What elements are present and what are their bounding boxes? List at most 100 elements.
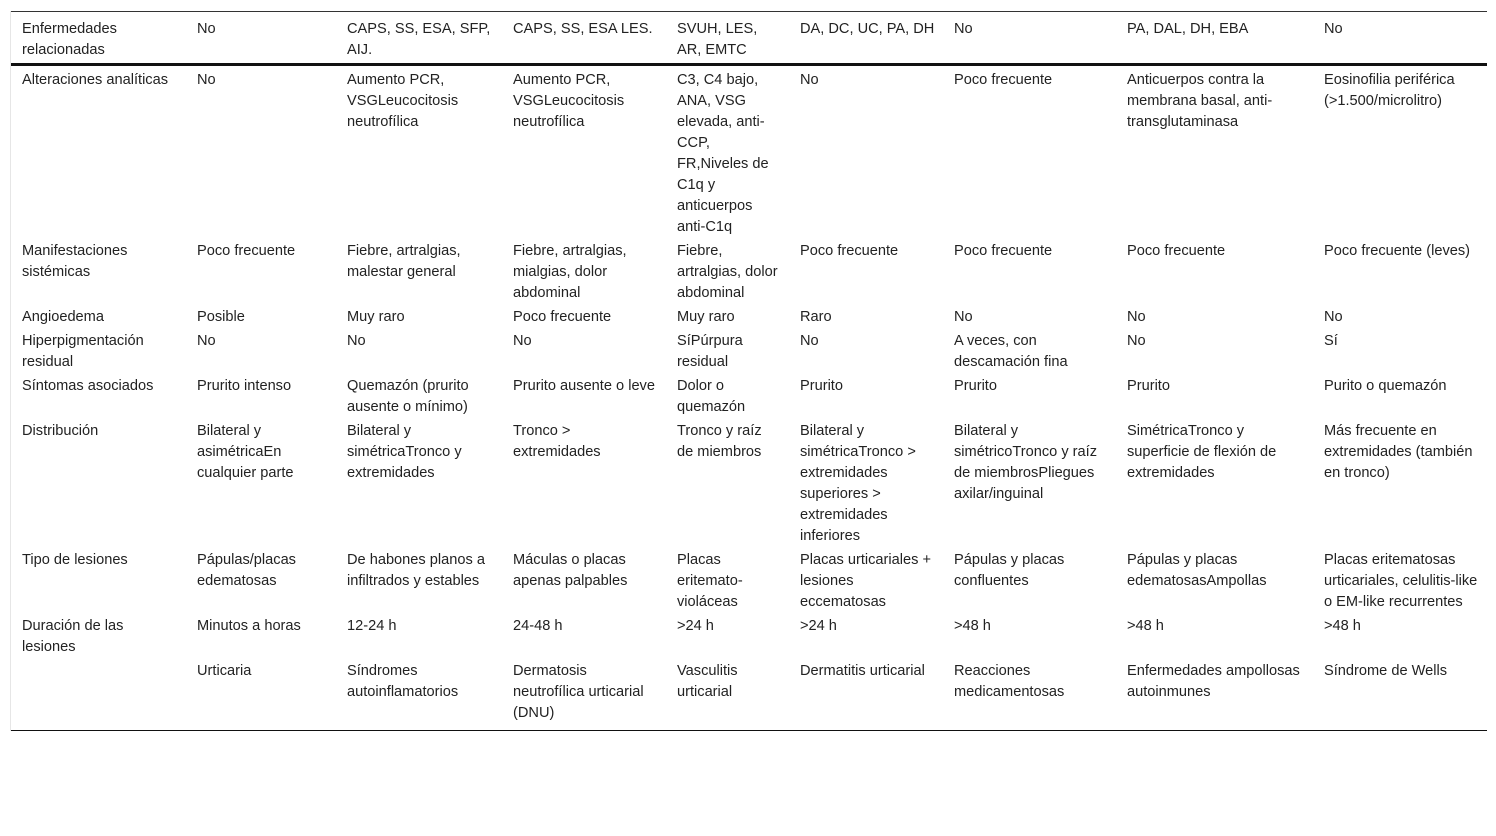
table-cell: Poco frecuente [954,72,1053,88]
table-cell: Enfermedades ampollosas autoinmunes [1127,663,1300,700]
table-cell: SimétricaTronco y superficie de flexión … [1127,423,1277,481]
table-cell: No [800,333,819,349]
table-cell: CAPS, SS, ESA, SFP, AIJ. [336,11,502,66]
table-cell: Síndromes autoinflamatorios [347,663,459,700]
table-cell: A veces, con descamación fina [954,333,1068,370]
table-cell: Prurito ausente o leve [513,378,655,394]
table-cell: No [1127,333,1146,349]
table-cell: No [1127,309,1146,325]
table-cell: Dolor o quemazón [677,378,746,415]
table-cell: Pápulas y placas confluentes [954,552,1065,589]
table-cell: Prurito [1127,378,1170,394]
comparison-table: Enfermedades relacionadas No CAPS, SS, ESA… [11,11,1487,731]
table-cell: Fiebre, artralgias, malestar general [347,243,461,280]
row-label-cell: Síntomas asociados [22,378,154,394]
table-cell: Dermatosis neutrofílica urticarial (DNU) [513,663,644,721]
table-cell: PA, DAL, DH, EBA [1116,11,1313,66]
table-cell: Placas eritemato-violáceas [677,552,743,610]
table-cell: >48 h [954,618,991,634]
table-cell: Prurito [954,378,997,394]
table-cell: Muy raro [347,309,405,325]
comparison-table-container: Enfermedades relacionadas No CAPS, SS, ESA… [10,11,1487,731]
row-label-cell [11,659,186,731]
table-cell: No [197,333,216,349]
table-cell: No [197,72,216,88]
table-cell: Dermatitis urticarial [800,663,925,679]
table-cell: Poco frecuente [197,243,296,259]
table-row: Angioedema Posible Muy raro Poco frecuente M… [11,305,1487,329]
table-cell: Fiebre, artralgias, dolor abdominal [677,243,778,301]
table-cell: Síndrome de Wells [1324,663,1448,679]
table-cell: Poco frecuente (leves) [1324,243,1471,259]
table-cell: No [800,72,819,88]
row-label-cell: Hiperpigmentación residual [22,333,144,370]
row-label-cell: Duración de las lesiones [22,618,124,655]
table-cell: Máculas o placas apenas palpables [513,552,628,589]
table-cell: Poco frecuente [954,243,1053,259]
table-row: Manifestaciones sistémicas Poco frecuente… [11,239,1487,305]
row-label-cell: Alteraciones analíticas [22,72,169,88]
table-cell: DA, DC, UC, PA, DH [789,11,943,66]
table-cell: Más frecuente en extremidades (también e… [1324,423,1473,481]
table-cell: No [1313,11,1487,66]
table-cell: >48 h [1127,618,1164,634]
table-cell: Urticaria [197,663,252,679]
table-cell: Muy raro [677,309,735,325]
table-row: Urticaria Síndromes autoinflamatorios Derm… [11,659,1487,731]
table-cell: Poco frecuente [800,243,899,259]
table-cell: Reacciones medicamentosas [954,663,1065,700]
table-cell: Poco frecuente [513,309,612,325]
row-label-cell: Tipo de lesiones [22,552,128,568]
table-cell: 24-48 h [513,618,563,634]
table-cell: Pápulas/placas edematosas [197,552,296,589]
table-cell: Vasculitis urticarial [677,663,738,700]
row-label-cell: Distribución [22,423,99,439]
table-cell: Tronco y raíz de miembros [677,423,762,460]
table-cell: No [1324,309,1343,325]
table-cell: Poco frecuente [1127,243,1226,259]
table-cell: No [513,333,532,349]
table-cell: Sí [1324,333,1338,349]
row-label-cell: Manifestaciones sistémicas [22,243,128,280]
table-cell: Aumento PCR, VSGLeucocitosis neutrofílic… [347,72,459,130]
table-cell: Tronco > extremidades [513,423,601,460]
table-cell: CAPS, SS, ESA LES. [502,11,666,66]
table-cell: 12-24 h [347,618,397,634]
table-cell: Placas eritematosas urticariales, celuli… [1324,552,1478,610]
table-row: Enfermedades relacionadas No CAPS, SS, ESA… [11,11,1487,66]
table-cell: Bilateral y simétricoTronco y raíz de mi… [954,423,1097,502]
table-cell: No [954,309,973,325]
table-cell: Aumento PCR, VSGLeucocitosis neutrofílic… [513,72,625,130]
table-cell: Bilateral y asimétricaEn cualquier parte [197,423,294,481]
table-cell: De habones planos a infiltrados y establ… [347,552,485,589]
table-cell: Bilateral y simétricaTronco y extremidad… [347,423,462,481]
table-cell: Pápulas y placas edematosasAmpollas [1127,552,1267,589]
table-row: Hiperpigmentación residual No No No SíPúrpur… [11,329,1487,374]
table-cell: Minutos a horas [197,618,301,634]
table-row: Alteraciones analíticas No Aumento PCR, VS… [11,65,1487,240]
table-cell: >24 h [800,618,837,634]
table-cell: C3, C4 bajo, ANA, VSG elevada, anti-CCP,… [677,72,769,235]
table-cell: No [943,11,1116,66]
table-cell: >48 h [1324,618,1361,634]
table-cell: Raro [800,309,832,325]
table-cell: Eosinofilia periférica (>1.500/microlitr… [1324,72,1455,109]
table-cell: Prurito [800,378,843,394]
table-cell: Fiebre, artralgias, mialgias, dolor abdo… [513,243,627,301]
table-cell: Anticuerpos contra la membrana basal, an… [1127,72,1273,130]
table-cell: No [186,11,336,66]
table-cell: Placas urticariales + lesiones eccematos… [800,552,931,610]
table-row: Tipo de lesiones Pápulas/placas edematosa… [11,548,1487,614]
table-cell: Bilateral y simétricaTronco > extremidad… [800,423,916,544]
row-label-cell: Enfermedades relacionadas [11,11,186,66]
table-row: Distribución Bilateral y asimétricaEn cua… [11,419,1487,548]
row-label-cell: Angioedema [22,309,104,325]
table-cell: Purito o quemazón [1324,378,1447,394]
table-cell: No [347,333,366,349]
table-cell: SíPúrpura residual [677,333,743,370]
table-cell: Quemazón (prurito ausente o mínimo) [347,378,469,415]
table-cell: >24 h [677,618,714,634]
table-cell: Posible [197,309,245,325]
table-cell: Prurito intenso [197,378,292,394]
table-cell: SVUH, LES, AR, EMTC [666,11,789,66]
